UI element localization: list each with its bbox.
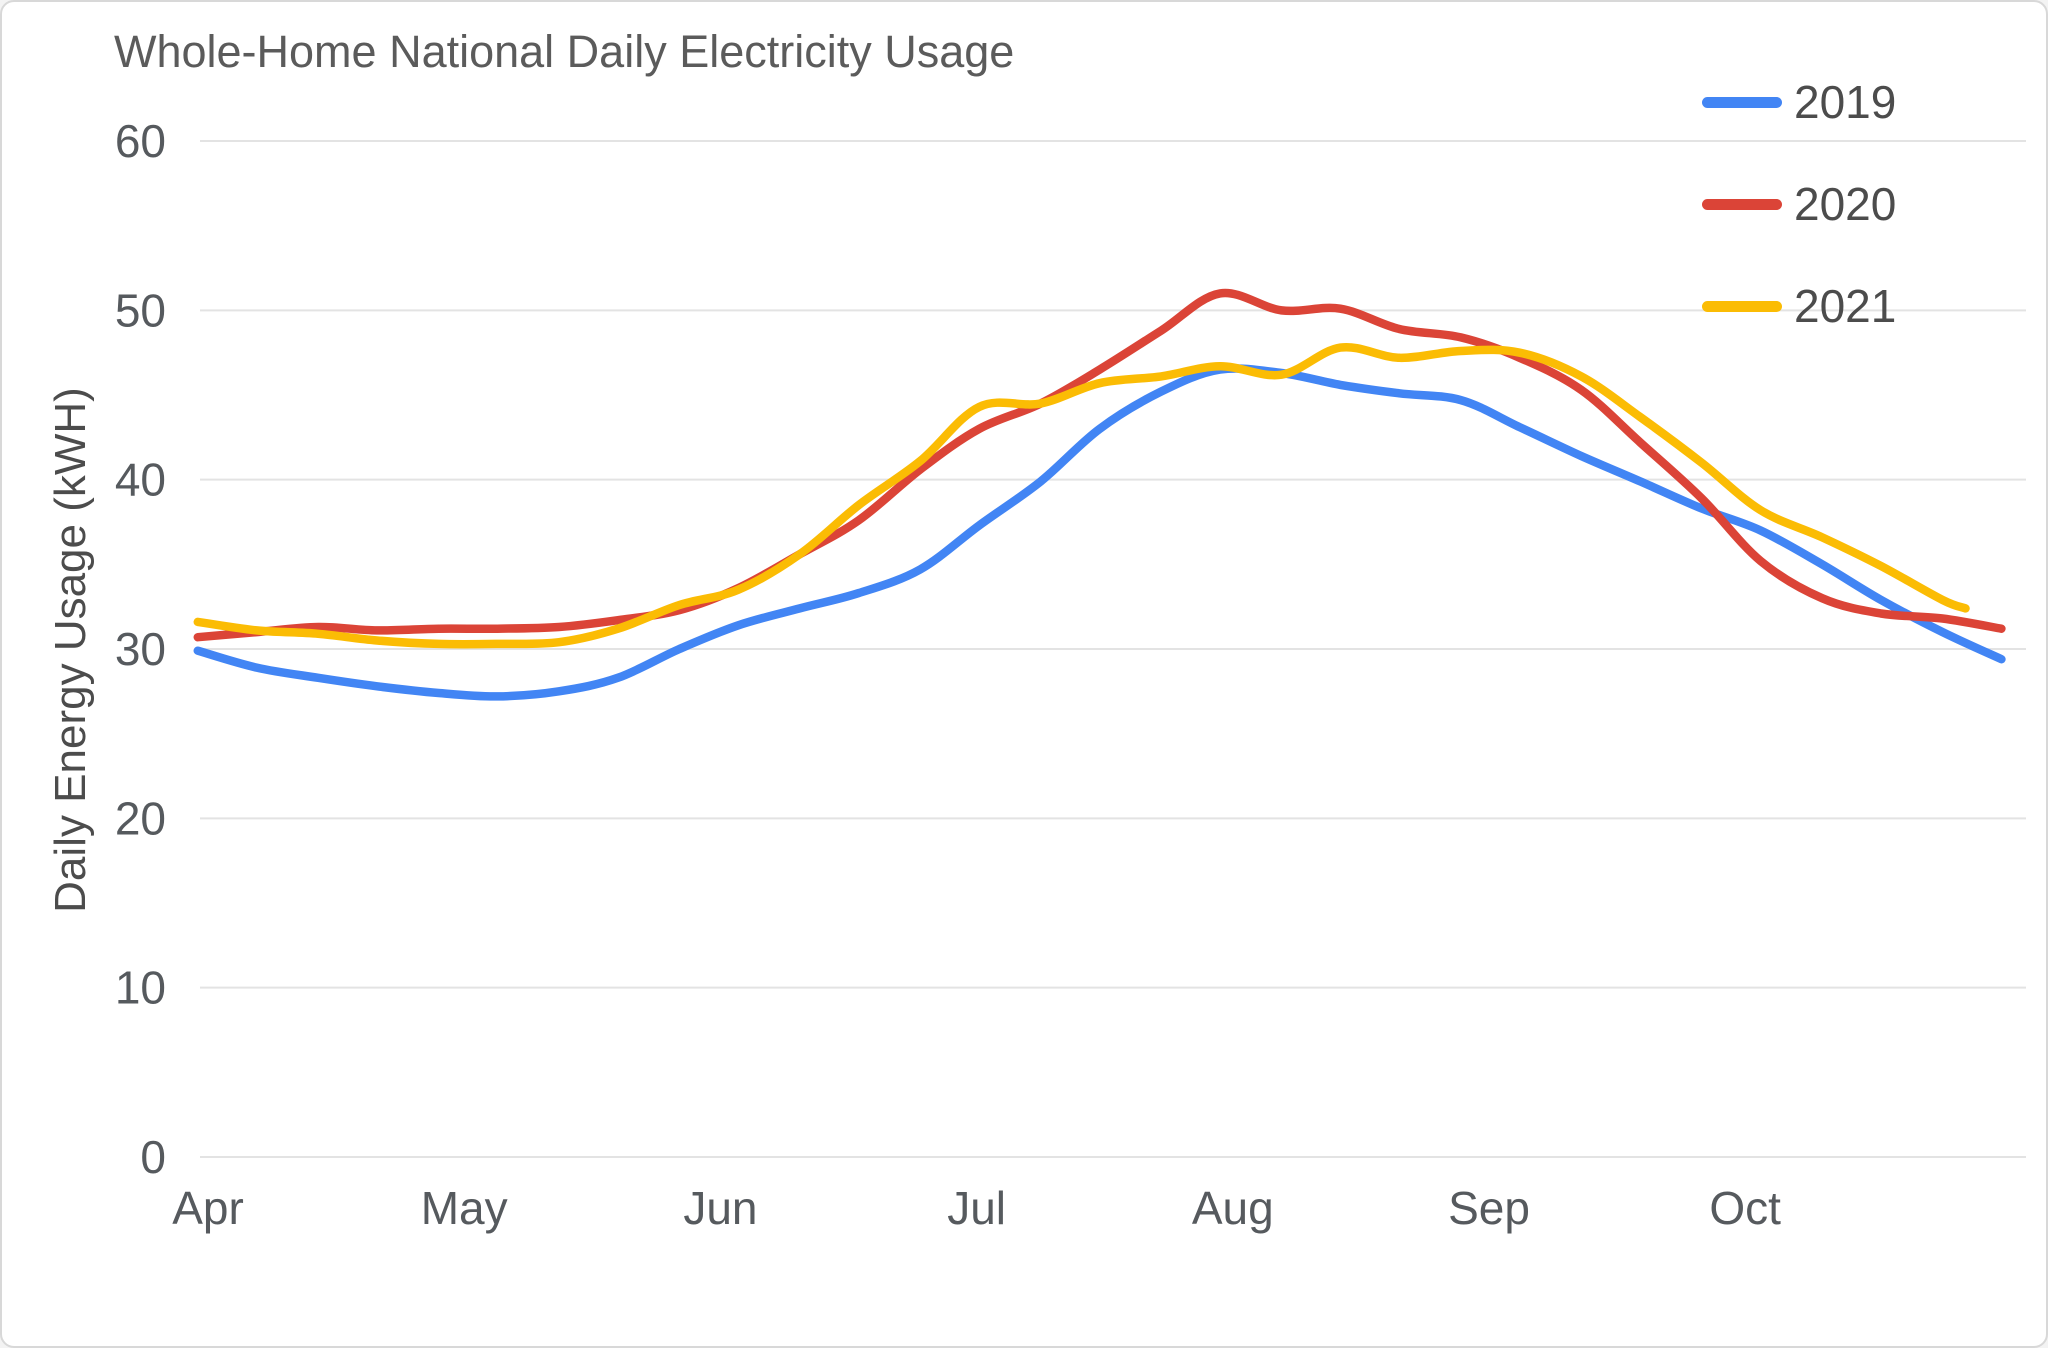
y-tick-label-10: 10 — [115, 962, 166, 1014]
x-tick-label-oct: Oct — [1709, 1182, 1781, 1234]
series-line-2021 — [193, 342, 1970, 649]
y-tick-label-60: 60 — [115, 115, 166, 167]
legend-item-2020: 2020 — [1702, 176, 1896, 232]
y-tick-label-0: 0 — [140, 1131, 166, 1183]
y-tick-label-50: 50 — [115, 284, 166, 336]
x-tick-label-aug: Aug — [1192, 1182, 1274, 1234]
x-tick-label-jul: Jul — [947, 1182, 1006, 1234]
y-tick-label-20: 20 — [115, 792, 166, 844]
y-tick-label-40: 40 — [115, 454, 166, 506]
legend-swatch-2020 — [1702, 198, 1782, 210]
legend-label-2019: 2019 — [1794, 76, 1897, 128]
legend-item-2021: 2021 — [1702, 278, 1896, 334]
x-tick-label-may: May — [421, 1182, 508, 1234]
x-tick-label-sep: Sep — [1448, 1182, 1530, 1234]
legend-swatch-2019 — [1702, 96, 1782, 108]
legend: 2019 2020 2021 — [1702, 74, 1896, 334]
x-tick-label-jun: Jun — [683, 1182, 757, 1234]
legend-swatch-2021 — [1702, 300, 1782, 312]
chart-title: Whole-Home National Daily Electricity Us… — [114, 26, 1015, 77]
y-tick-label-30: 30 — [115, 623, 166, 675]
legend-label-2021: 2021 — [1794, 280, 1897, 332]
legend-label-2020: 2020 — [1794, 178, 1897, 230]
legend-item-2019: 2019 — [1702, 74, 1896, 130]
x-tick-label-apr: Apr — [172, 1182, 244, 1234]
series-line-2019 — [193, 364, 2006, 701]
series-line-2020 — [193, 288, 2006, 642]
y-axis-title: Daily Energy Usage (kWH) — [46, 387, 95, 913]
